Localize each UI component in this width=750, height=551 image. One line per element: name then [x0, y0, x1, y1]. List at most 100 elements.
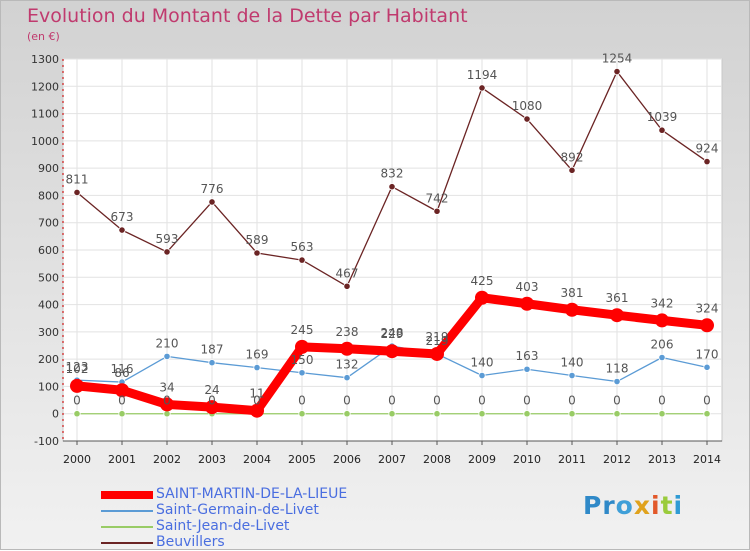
- data-point: [568, 371, 576, 380]
- y-tick-label: 1300: [31, 53, 59, 66]
- data-label: 0: [343, 394, 351, 408]
- data-point: [298, 256, 306, 264]
- x-tick-label: 2013: [648, 453, 676, 466]
- data-point: [118, 410, 126, 418]
- data-label: 0: [208, 394, 216, 408]
- data-label: 140: [471, 356, 494, 370]
- data-label: 0: [73, 394, 81, 408]
- data-label: 563: [291, 240, 314, 254]
- legend-item: SAINT-MARTIN-DE-LA-LIEUE: [101, 486, 401, 503]
- data-label: 0: [703, 394, 711, 408]
- legend-label: Saint-Germain-de-Livet: [156, 502, 319, 518]
- data-label: 206: [651, 338, 674, 352]
- data-point: [700, 318, 714, 333]
- data-label: 0: [298, 394, 306, 408]
- data-label: 118: [606, 362, 629, 376]
- y-tick-label: -100: [34, 435, 59, 448]
- data-label: 245: [291, 323, 314, 337]
- data-label: 102: [66, 362, 89, 376]
- y-tick-label: 100: [38, 380, 59, 393]
- legend-swatch: [101, 510, 153, 512]
- legend: SAINT-MARTIN-DE-LA-LIEUE Saint-Germain-de…: [101, 486, 401, 551]
- data-point: [298, 369, 306, 377]
- x-tick-label: 2004: [243, 453, 271, 466]
- data-label: 776: [201, 182, 224, 196]
- data-point: [208, 359, 216, 367]
- legend-label: Saint-Jean-de-Livet: [156, 518, 290, 534]
- data-label: 187: [201, 343, 224, 357]
- data-point: [208, 198, 216, 206]
- x-tick-label: 2010: [513, 453, 541, 466]
- logo-part: o: [615, 491, 634, 520]
- data-point: [73, 188, 81, 197]
- data-point: [568, 410, 576, 418]
- data-label: 0: [568, 394, 576, 408]
- data-label: 342: [651, 296, 674, 310]
- y-tick-label: 400: [38, 299, 59, 312]
- data-point: [163, 248, 171, 256]
- data-label: 1039: [647, 110, 678, 124]
- data-label: 0: [523, 394, 531, 408]
- y-tick-label: 300: [38, 326, 59, 339]
- data-point: [163, 352, 171, 361]
- data-label: 219: [426, 330, 449, 344]
- data-label: 593: [156, 232, 179, 246]
- data-point: [520, 296, 534, 311]
- x-tick-label: 2002: [153, 453, 181, 466]
- data-point: [253, 249, 261, 257]
- x-tick-label: 2005: [288, 453, 316, 466]
- legend-item: Saint-Germain-de-Livet: [101, 502, 401, 519]
- y-tick-label: 900: [38, 162, 59, 175]
- data-label: 140: [561, 356, 584, 370]
- data-label: 163: [516, 349, 539, 363]
- data-point: [343, 282, 351, 290]
- data-point: [343, 374, 351, 382]
- data-point: [523, 410, 531, 418]
- y-tick-label: 200: [38, 353, 59, 366]
- data-point: [115, 383, 129, 398]
- y-tick-label: 800: [38, 189, 59, 202]
- data-label: 219: [426, 334, 449, 348]
- data-label: 11: [249, 387, 264, 401]
- data-label: 132: [336, 358, 359, 372]
- unit-label: (en €): [27, 30, 60, 43]
- data-point: [478, 410, 486, 418]
- data-label: 229: [381, 327, 404, 341]
- x-tick-label: 2006: [333, 453, 361, 466]
- data-point: [73, 410, 81, 418]
- data-label: 811: [66, 172, 89, 186]
- proxiti-logo: Proxiti: [583, 491, 683, 520]
- legend-swatch: [101, 526, 153, 528]
- y-tick-label: 600: [38, 244, 59, 257]
- data-point: [70, 378, 84, 393]
- x-tick-label: 2007: [378, 453, 406, 466]
- chart-title: Evolution du Montant de la Dette par Hab…: [27, 5, 468, 27]
- data-label: 1194: [467, 68, 498, 82]
- data-label: 0: [433, 394, 441, 408]
- data-point: [658, 410, 666, 418]
- data-label: 34: [159, 380, 174, 394]
- data-point: [250, 403, 264, 418]
- data-label: 425: [471, 274, 494, 288]
- x-tick-label: 2014: [693, 453, 721, 466]
- data-point: [658, 126, 666, 134]
- x-tick-label: 2012: [603, 453, 631, 466]
- data-point: [478, 84, 486, 92]
- logo-part: Pr: [583, 491, 616, 520]
- data-label: 924: [696, 142, 719, 156]
- data-point: [430, 346, 444, 361]
- logo-part: x: [633, 491, 651, 520]
- data-point: [388, 410, 396, 418]
- data-label: 116: [111, 362, 134, 376]
- y-tick-label: 700: [38, 217, 59, 230]
- data-point: [433, 410, 441, 418]
- logo-part: i: [673, 491, 684, 520]
- data-point: [160, 397, 174, 412]
- data-point: [343, 410, 351, 418]
- x-tick-label: 2008: [423, 453, 451, 466]
- y-tick-label: 1100: [31, 108, 59, 121]
- x-tick-label: 2009: [468, 453, 496, 466]
- data-point: [655, 313, 669, 328]
- data-point: [523, 115, 531, 123]
